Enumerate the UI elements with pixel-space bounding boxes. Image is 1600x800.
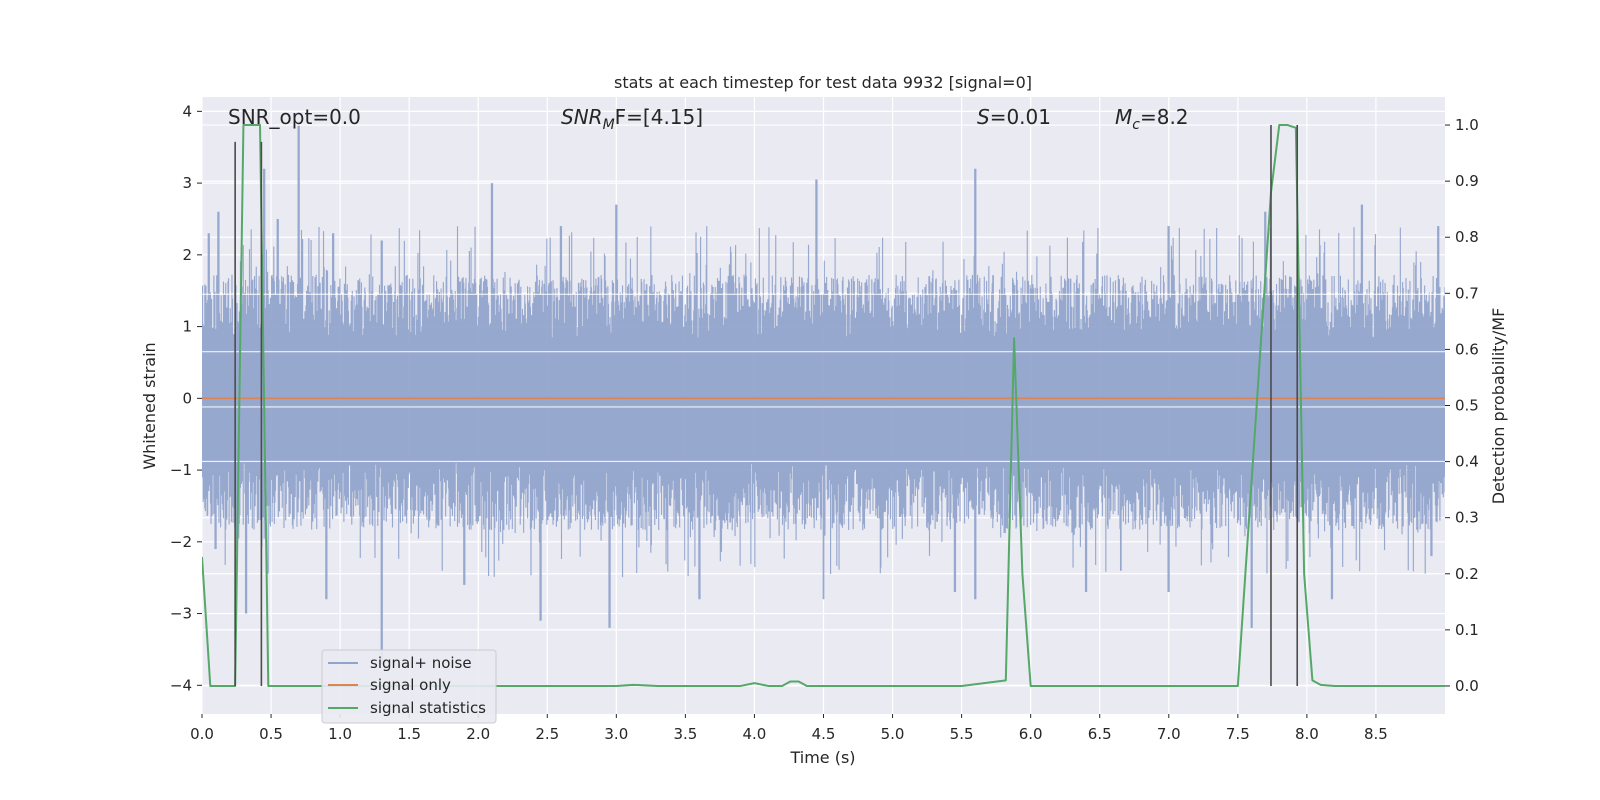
snr-mf-symbol: SNR	[561, 105, 603, 129]
y-right-tick-label-4: 0.4	[1455, 453, 1479, 471]
x-tick-label-14: 7.0	[1157, 725, 1181, 743]
x-axis-ticks: 0.0 0.5 1.0 1.5 2.0 2.5 3.0 3.5 4.0 4.5 5.0 5.5 6.0 6…	[190, 714, 1388, 743]
x-tick-label-17: 8.5	[1364, 725, 1388, 743]
x-tick-label-12: 6.0	[1019, 725, 1043, 743]
x-tick-label-13: 6.5	[1088, 725, 1112, 743]
y-axis-left-ticks: −4 −3 −2 −1 0 1 2 3 4	[170, 102, 202, 694]
mc-value: =8.2	[1140, 105, 1189, 129]
series-signal-statistics	[202, 124, 1445, 687]
annotation-mc: Mc=8.2	[1115, 105, 1189, 133]
mc-symbol: M	[1115, 105, 1132, 129]
x-tick-label-0: 0.0	[190, 725, 214, 743]
x-tick-label-4: 2.0	[466, 725, 490, 743]
y-right-tick-label-1: 0.1	[1455, 621, 1479, 639]
y-right-tick-label-0: 0.0	[1455, 677, 1479, 695]
chart-title: stats at each timestep for test data 993…	[614, 73, 1032, 92]
annotation-snr-mf: SNRMF=[4.15]	[561, 105, 703, 133]
y-right-tick-label-6: 0.6	[1455, 340, 1479, 358]
x-tick-label-10: 5.0	[881, 725, 905, 743]
legend-label-signal-only: signal only	[370, 676, 451, 694]
legend-box	[321, 649, 497, 724]
snr-mf-subscript: M	[603, 117, 615, 133]
mc-subscript: c	[1132, 117, 1140, 133]
x-tick-label-1: 0.5	[259, 725, 283, 743]
x-tick-label-11: 5.5	[950, 725, 974, 743]
y-right-tick-label-5: 0.5	[1455, 397, 1479, 415]
vertical-markers	[234, 125, 1299, 686]
y-right-tick-label-10: 1.0	[1455, 116, 1479, 134]
y-left-tick-label-6: 2	[182, 246, 192, 264]
x-tick-label-2: 1.0	[328, 725, 352, 743]
x-tick-label-5: 2.5	[535, 725, 559, 743]
x-tick-label-7: 3.5	[673, 725, 697, 743]
annotation-s: S=0.01	[977, 105, 1051, 129]
s-value: =0.01	[990, 105, 1051, 129]
legend: signal+ noise signal only signal statist…	[321, 649, 497, 724]
y-left-tick-label-0: −4	[170, 676, 192, 694]
legend-label-signal-noise: signal+ noise	[370, 654, 472, 672]
y-left-tick-label-1: −3	[170, 605, 192, 623]
y-right-tick-label-8: 0.8	[1455, 228, 1479, 246]
x-tick-label-6: 3.0	[604, 725, 628, 743]
y-right-tick-label-9: 0.9	[1455, 172, 1479, 190]
y-axis-left-label: Whitened strain	[140, 342, 159, 469]
annotation-snr-opt: SNR_opt=0.0	[228, 105, 361, 129]
x-tick-label-8: 4.0	[743, 725, 767, 743]
snr-mf-tail: F=[4.15]	[615, 105, 703, 129]
x-tick-label-9: 4.5	[812, 725, 836, 743]
legend-label-signal-statistics: signal statistics	[370, 699, 486, 717]
y-axis-right-label: Detection probability/MF	[1489, 308, 1508, 505]
data-layer	[202, 124, 1445, 687]
y-axis-right-ticks: 0.0 0.1 0.2 0.3 0.4 0.5 0.6 0.7 0.8 0.9 1.0	[1445, 116, 1479, 695]
x-tick-label-16: 8.0	[1295, 725, 1319, 743]
x-axis-label: Time (s)	[789, 748, 855, 767]
y-left-tick-label-7: 3	[182, 174, 192, 192]
x-tick-label-3: 1.5	[397, 725, 421, 743]
y-left-tick-label-8: 4	[182, 102, 192, 120]
y-left-tick-label-4: 0	[182, 389, 192, 407]
y-left-tick-label-5: 1	[182, 318, 192, 336]
y-right-tick-label-3: 0.3	[1455, 509, 1479, 527]
y-left-tick-label-3: −1	[170, 461, 192, 479]
y-left-tick-label-2: −2	[170, 533, 192, 551]
x-tick-label-15: 7.5	[1226, 725, 1250, 743]
y-right-tick-label-2: 0.2	[1455, 565, 1479, 583]
y-right-tick-label-7: 0.7	[1455, 284, 1479, 302]
s-symbol: S	[977, 105, 990, 129]
